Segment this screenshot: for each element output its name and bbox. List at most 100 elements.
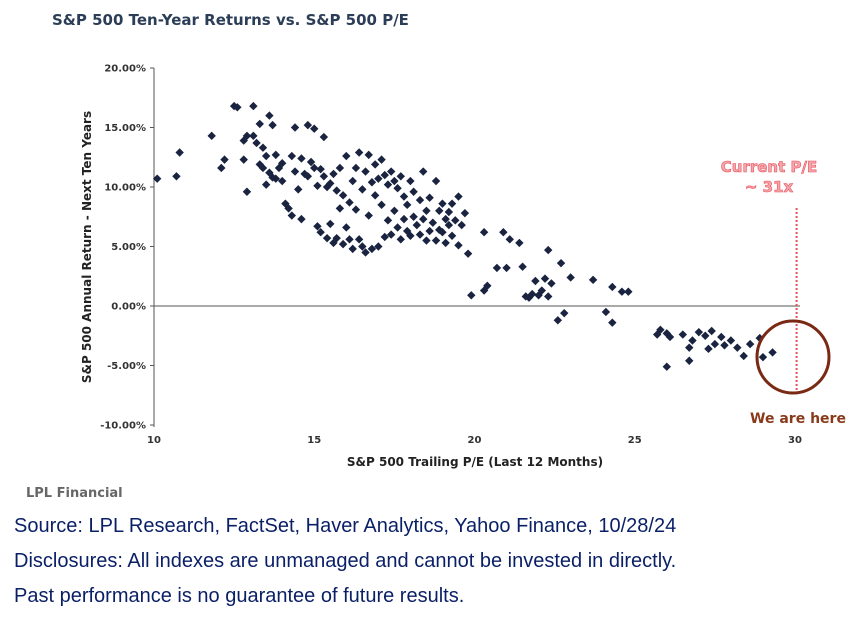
data-point bbox=[601, 307, 611, 317]
data-point bbox=[685, 343, 694, 352]
data-point bbox=[409, 212, 418, 221]
data-point bbox=[406, 176, 415, 186]
data-point bbox=[720, 341, 729, 350]
current-pe-label-line1: Current P/E bbox=[721, 158, 817, 176]
data-point bbox=[540, 274, 550, 283]
data-point bbox=[412, 220, 422, 230]
x-tick-label: 25 bbox=[628, 435, 642, 446]
data-point bbox=[515, 238, 524, 248]
data-point bbox=[435, 206, 444, 215]
x-tick-label: 15 bbox=[307, 435, 321, 446]
footnote-source: Source: LPL Research, FactSet, Haver Ana… bbox=[14, 515, 677, 537]
data-point bbox=[367, 178, 377, 187]
x-axis-label: S&P 500 Trailing P/E (Last 12 Months) bbox=[347, 455, 603, 469]
data-point bbox=[326, 179, 335, 188]
data-point bbox=[271, 150, 280, 160]
data-point bbox=[444, 220, 454, 230]
data-point bbox=[290, 123, 300, 132]
x-tick-label: 10 bbox=[147, 435, 161, 446]
y-tick-label: 15.00% bbox=[104, 123, 146, 134]
data-point bbox=[364, 150, 373, 160]
data-point bbox=[258, 163, 268, 173]
data-point bbox=[454, 192, 463, 201]
data-point bbox=[768, 348, 777, 357]
data-point bbox=[306, 157, 316, 167]
data-point bbox=[451, 216, 460, 225]
data-point bbox=[396, 235, 405, 244]
data-point bbox=[313, 222, 322, 231]
data-point bbox=[303, 172, 313, 181]
data-point bbox=[428, 218, 438, 227]
data-point bbox=[361, 167, 370, 176]
data-point bbox=[624, 287, 633, 296]
data-point bbox=[332, 186, 341, 195]
data-point bbox=[310, 163, 319, 173]
data-point bbox=[415, 195, 425, 205]
data-point bbox=[726, 336, 736, 345]
data-point bbox=[335, 163, 345, 173]
data-point bbox=[435, 225, 444, 235]
data-point bbox=[207, 131, 216, 141]
data-point bbox=[364, 211, 373, 220]
data-point bbox=[377, 200, 386, 210]
data-point bbox=[556, 258, 566, 268]
data-point bbox=[386, 230, 396, 239]
data-point bbox=[665, 332, 675, 342]
data-point bbox=[393, 183, 402, 193]
y-tick-label: -5.00% bbox=[107, 361, 146, 372]
data-point bbox=[492, 263, 502, 273]
data-point bbox=[319, 132, 329, 142]
data-point bbox=[290, 167, 300, 176]
data-point bbox=[431, 236, 441, 245]
data-point bbox=[229, 101, 239, 111]
data-point bbox=[531, 276, 540, 286]
data-point bbox=[287, 151, 297, 161]
current-pe-label-line2: ~ 31x bbox=[745, 178, 794, 196]
data-point bbox=[505, 235, 514, 244]
y-tick-label: 10.00% bbox=[104, 183, 146, 194]
data-point bbox=[284, 204, 293, 213]
data-point bbox=[351, 205, 361, 214]
data-point bbox=[739, 351, 748, 361]
data-point bbox=[265, 111, 274, 120]
data-point bbox=[467, 291, 476, 300]
we-are-here-label: We are here bbox=[750, 411, 846, 427]
data-point bbox=[348, 244, 357, 254]
y-tick-label: 5.00% bbox=[111, 242, 146, 253]
data-point bbox=[441, 214, 450, 224]
y-axis-label: S&P 500 Annual Return - Next Ten Years bbox=[80, 111, 94, 383]
data-point bbox=[294, 185, 303, 194]
data-point bbox=[688, 336, 697, 345]
data-point bbox=[422, 236, 431, 245]
data-point bbox=[322, 233, 332, 243]
data-point bbox=[220, 155, 229, 164]
data-point bbox=[287, 211, 297, 220]
data-point bbox=[316, 164, 325, 174]
data-point bbox=[652, 330, 662, 339]
data-point bbox=[402, 200, 412, 210]
y-tick-label: -10.00% bbox=[100, 421, 146, 432]
data-point bbox=[460, 208, 470, 218]
data-point bbox=[608, 318, 617, 327]
data-point bbox=[399, 192, 409, 201]
data-point bbox=[367, 244, 377, 254]
data-point bbox=[537, 286, 547, 295]
data-point bbox=[710, 339, 720, 349]
data-point bbox=[390, 206, 399, 215]
data-point bbox=[479, 228, 489, 237]
data-point bbox=[242, 131, 252, 141]
data-point bbox=[527, 289, 537, 299]
data-point bbox=[354, 148, 364, 157]
y-tick-label: 0.00% bbox=[111, 302, 146, 313]
data-point bbox=[399, 214, 409, 224]
data-point bbox=[303, 120, 313, 130]
data-point bbox=[425, 226, 434, 236]
data-point bbox=[518, 262, 527, 271]
data-point bbox=[261, 151, 271, 161]
data-point bbox=[297, 154, 306, 163]
data-point bbox=[335, 204, 345, 213]
data-point bbox=[438, 199, 447, 208]
data-point bbox=[342, 223, 351, 232]
data-point bbox=[617, 287, 627, 296]
